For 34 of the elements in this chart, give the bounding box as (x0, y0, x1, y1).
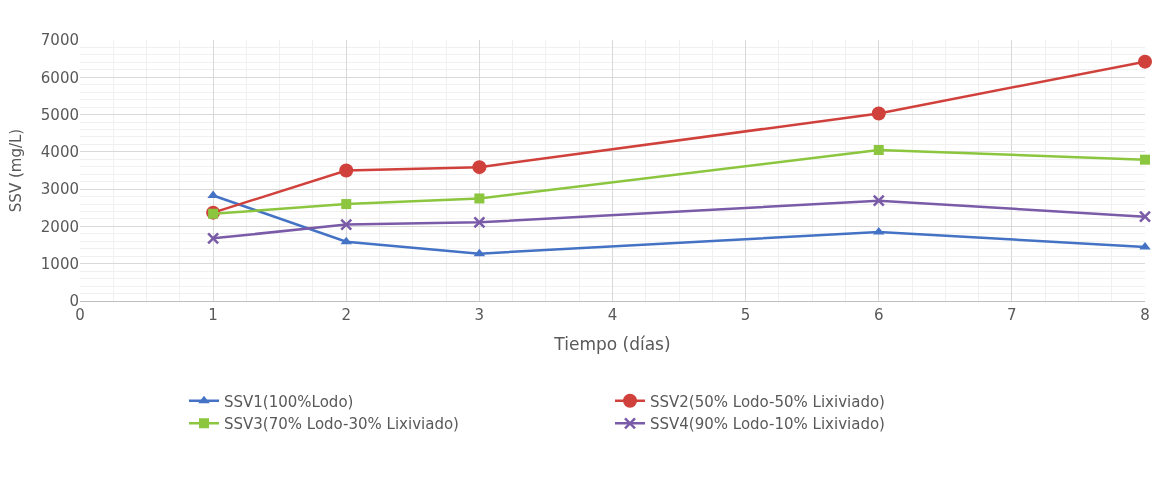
point (474, 193, 485, 204)
y-axis-title: SSV (mg/L) (7, 128, 26, 213)
y-tick-label: 3000 (40, 180, 79, 199)
y-tick-label: 2000 (40, 217, 79, 236)
y-tick-label: 6000 (40, 68, 79, 87)
legend-label: SSV4(90% Lodo-10% Lixiviado) (650, 415, 885, 434)
x-tick-label: 2 (341, 306, 352, 324)
x-tick-label: 3 (474, 306, 485, 324)
y-tick-label: 7000 (40, 31, 79, 50)
x-tick-label: 5 (740, 306, 751, 324)
x-axis-title: Tiempo (días) (553, 334, 671, 355)
point (339, 163, 354, 178)
x-tick-label: 4 (607, 306, 618, 324)
point (1140, 154, 1150, 165)
x-tick-label: 7 (1007, 306, 1017, 324)
point (472, 160, 487, 175)
x-tick-label: 6 (873, 306, 884, 324)
point (340, 218, 353, 231)
point (871, 106, 886, 121)
y-tick-label: 5000 (40, 105, 79, 124)
point (341, 199, 352, 210)
x-tick-label: 1 (208, 306, 218, 324)
legend-label: SSV3(70% Lodo-30% Lixiviado) (224, 415, 459, 434)
x-tick-label: 8 (1140, 306, 1150, 324)
point (873, 144, 884, 155)
point (872, 194, 885, 207)
y-tick-label: 1000 (40, 254, 79, 273)
legend-label: SSV1(100%Lodo) (224, 392, 354, 411)
legend-label: SSV2(50% Lodo-50% Lixiviado) (650, 392, 885, 411)
point (206, 232, 220, 245)
point (1138, 210, 1152, 223)
point (473, 216, 486, 229)
point (1138, 54, 1152, 69)
y-tick-label: 4000 (40, 143, 79, 162)
